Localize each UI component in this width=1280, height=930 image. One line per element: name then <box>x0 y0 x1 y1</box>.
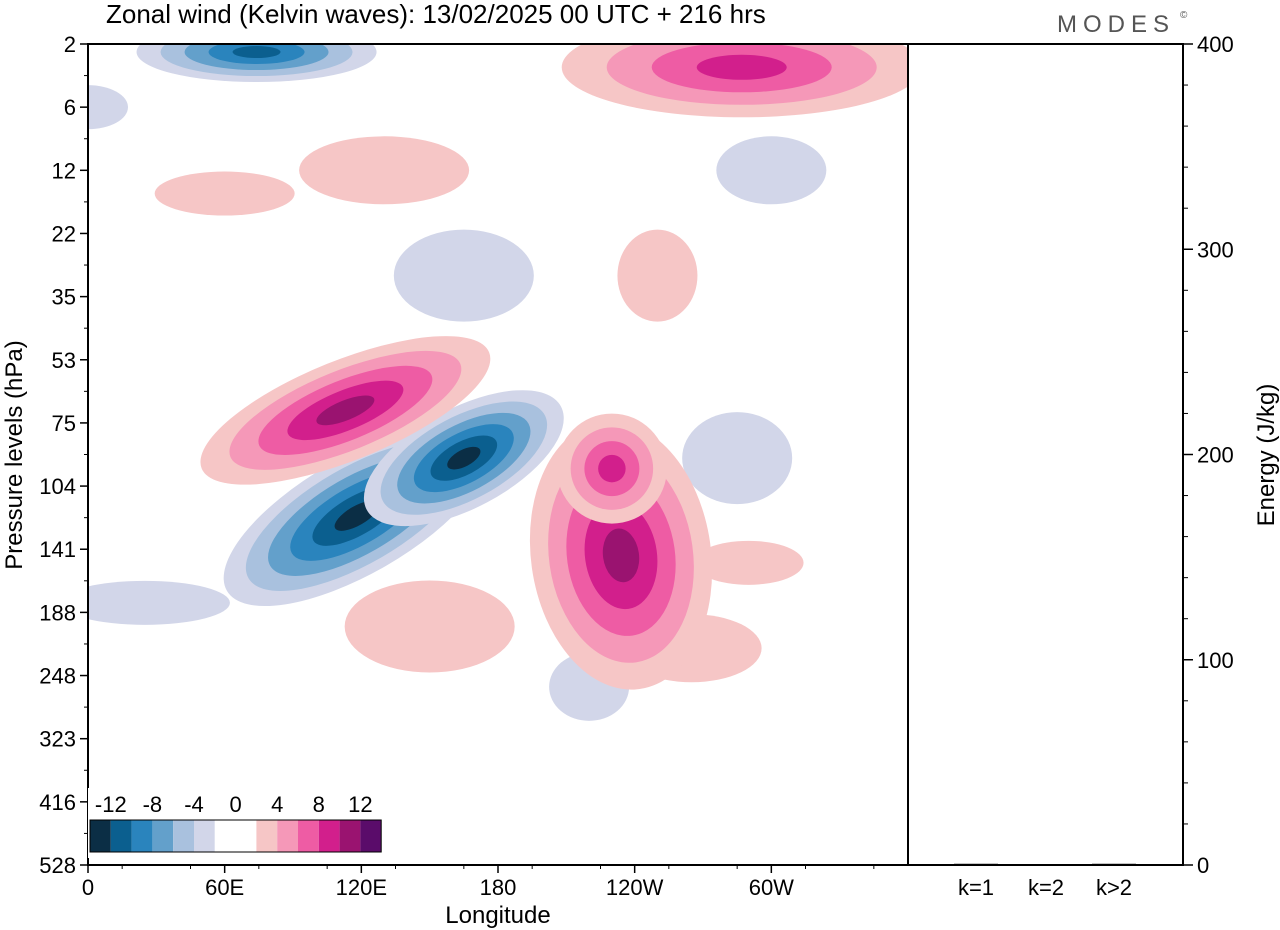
legend-swatch <box>318 820 340 852</box>
y-tick-label: 6 <box>64 95 76 120</box>
legend-swatch <box>214 820 236 852</box>
contour-band <box>232 46 281 59</box>
legend-swatch <box>152 820 174 852</box>
legend-label: -4 <box>184 792 204 817</box>
kelvin-wave-contours <box>88 44 908 721</box>
color-legend: -12 -8 -4 0 4 8 12 <box>88 788 384 858</box>
contour-band <box>598 454 626 483</box>
contour-band <box>447 446 481 470</box>
easterly-anomaly <box>363 390 564 527</box>
y-axis-label: Pressure levels (hPa) <box>1 340 28 569</box>
legend-swatch <box>131 820 153 852</box>
background-patch <box>682 412 793 505</box>
y-tick-label: 104 <box>39 474 76 499</box>
x-tick-label: 0 <box>82 875 94 900</box>
legend-label: 8 <box>313 792 325 817</box>
energy-category-label: k=1 <box>958 875 994 900</box>
energy-bar <box>1024 864 1068 866</box>
brand-logo: MODES <box>1057 11 1175 38</box>
energy-bar <box>1092 863 1136 866</box>
background-patch <box>693 540 804 585</box>
westerly-anomaly <box>561 44 908 118</box>
legend-swatch <box>173 820 194 852</box>
chart-title: Zonal wind (Kelvin waves): 13/02/2025 00… <box>106 0 766 29</box>
background-patch <box>344 580 515 673</box>
x-tick-label: 180 <box>480 875 517 900</box>
y-tick-label: 248 <box>39 664 76 689</box>
x-tick-label: 120E <box>336 875 387 900</box>
legend-label: -8 <box>143 792 163 817</box>
energy-bar <box>954 863 998 866</box>
energy-tick-label: 0 <box>1197 853 1209 878</box>
legend-label: 0 <box>229 792 241 817</box>
energy-panel-frame <box>907 43 1184 866</box>
background-patch <box>617 229 698 322</box>
legend-frame <box>89 819 382 853</box>
y-tick-label: 2 <box>64 32 76 57</box>
y-tick-label: 22 <box>52 221 76 246</box>
legend-swatch <box>360 820 382 852</box>
legend-label: 12 <box>348 792 372 817</box>
background-patch <box>88 580 230 625</box>
legend-swatch <box>256 820 278 852</box>
legend-label: 4 <box>271 792 283 817</box>
background-patch <box>299 136 470 205</box>
energy-category-label: k=2 <box>1028 875 1064 900</box>
brand-mark: © <box>1180 10 1188 21</box>
y-tick-label: 53 <box>52 348 76 373</box>
energy-bars: k=1 k=2 k>2 <box>954 863 1136 900</box>
energy-axis-label: Energy (J/kg) <box>1253 384 1280 527</box>
energy-tick-label: 100 <box>1197 648 1234 673</box>
x-tick-label: 60W <box>749 875 794 900</box>
y-tick-label: 416 <box>39 790 76 815</box>
x-tick-label: 120W <box>606 875 664 900</box>
y-tick-label: 12 <box>52 158 76 183</box>
legend-swatch <box>339 820 361 852</box>
westerly-anomaly <box>556 413 667 524</box>
legend-swatch <box>110 820 132 852</box>
y-tick-label: 75 <box>52 411 76 436</box>
y-tick-label: 323 <box>39 727 76 752</box>
legend-swatch <box>298 820 319 852</box>
y-tick-label: 35 <box>52 285 76 310</box>
background-patch <box>716 136 827 205</box>
energy-tick-label: 200 <box>1197 443 1234 468</box>
westerly-anomaly <box>200 336 491 485</box>
legend-swatch <box>235 820 257 852</box>
contour-band <box>316 395 375 426</box>
legend-swatch <box>90 820 111 852</box>
y-tick-label: 141 <box>39 537 76 562</box>
energy-axis: 0 100 200 300 400 <box>1183 32 1234 878</box>
y-tick-label: 528 <box>39 853 76 878</box>
contour-band <box>696 54 787 80</box>
legend-swatch <box>277 820 298 852</box>
longitude-axis: 0 60E 120E 180 120W 60W <box>82 865 875 900</box>
energy-tick-label: 400 <box>1197 32 1234 57</box>
energy-tick-label: 300 <box>1197 237 1234 262</box>
energy-category-label: k>2 <box>1096 875 1132 900</box>
x-axis-label: Longitude <box>445 902 550 929</box>
contour-band <box>602 528 640 583</box>
background-patch <box>393 229 534 322</box>
legend-swatch <box>194 820 215 852</box>
legend-label: -12 <box>95 792 127 817</box>
x-tick-label: 60E <box>205 875 244 900</box>
background-patch <box>88 85 128 130</box>
y-tick-label: 188 <box>39 600 76 625</box>
background-patch <box>154 171 295 216</box>
easterly-anomaly <box>136 44 377 83</box>
pressure-axis: 2 6 12 22 35 53 75 104 141 188 248 323 416 528 <box>39 32 88 878</box>
